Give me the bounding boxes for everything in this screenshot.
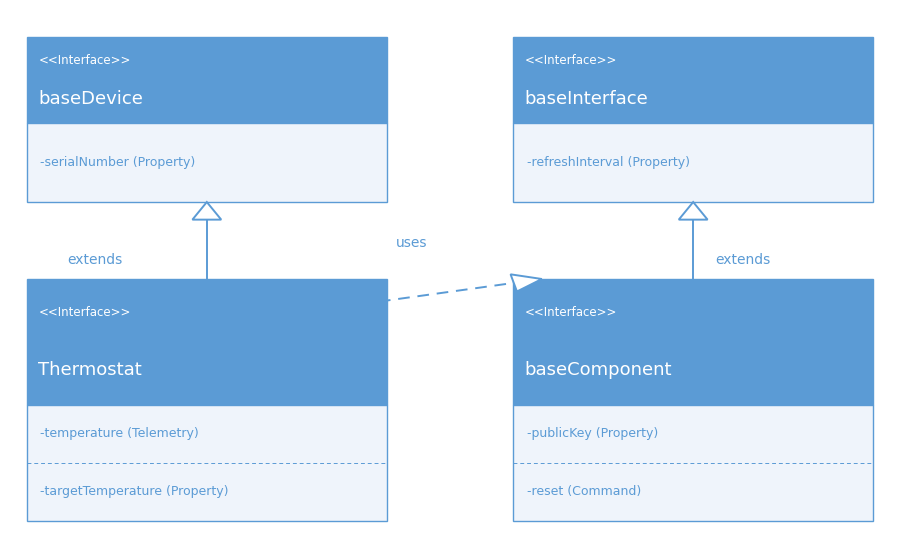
Bar [513,123,874,202]
Bar [26,279,387,405]
Text: baseDevice: baseDevice [38,90,144,108]
Text: extends: extends [67,253,123,267]
Text: <<Interface>>: <<Interface>> [524,54,617,67]
Bar [513,405,874,521]
Text: -targetTemperature (Property): -targetTemperature (Property) [40,485,229,498]
Text: baseInterface: baseInterface [524,90,648,108]
Text: -refreshInterval (Property): -refreshInterval (Property) [526,156,690,169]
Bar [26,405,387,521]
Text: -temperature (Telemetry): -temperature (Telemetry) [40,427,199,440]
Text: <<Interface>>: <<Interface>> [524,306,617,320]
Polygon shape [679,202,707,220]
Text: baseComponent: baseComponent [524,360,673,378]
Text: extends: extends [715,253,771,267]
Text: <<Interface>>: <<Interface>> [38,306,131,320]
Text: <<Interface>>: <<Interface>> [38,54,131,67]
Text: uses: uses [396,236,427,251]
Bar [26,37,387,123]
Text: -publicKey (Property): -publicKey (Property) [526,427,658,440]
Text: -serialNumber (Property): -serialNumber (Property) [40,156,195,169]
Polygon shape [193,202,221,220]
Polygon shape [511,275,542,291]
Text: -reset (Command): -reset (Command) [526,485,641,498]
Bar [513,37,874,123]
Text: Thermostat: Thermostat [38,360,142,378]
Bar [513,279,874,405]
Bar [26,123,387,202]
